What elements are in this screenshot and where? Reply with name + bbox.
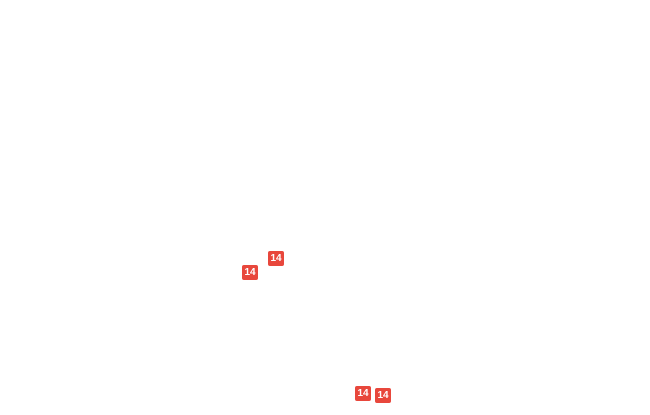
cluster-marker-badge[interactable]: 14 <box>355 386 371 401</box>
cluster-marker-badge[interactable]: 14 <box>242 265 258 280</box>
cluster-marker-badge[interactable]: 14 <box>268 251 284 266</box>
cluster-marker-badge[interactable]: 14 <box>375 388 391 403</box>
